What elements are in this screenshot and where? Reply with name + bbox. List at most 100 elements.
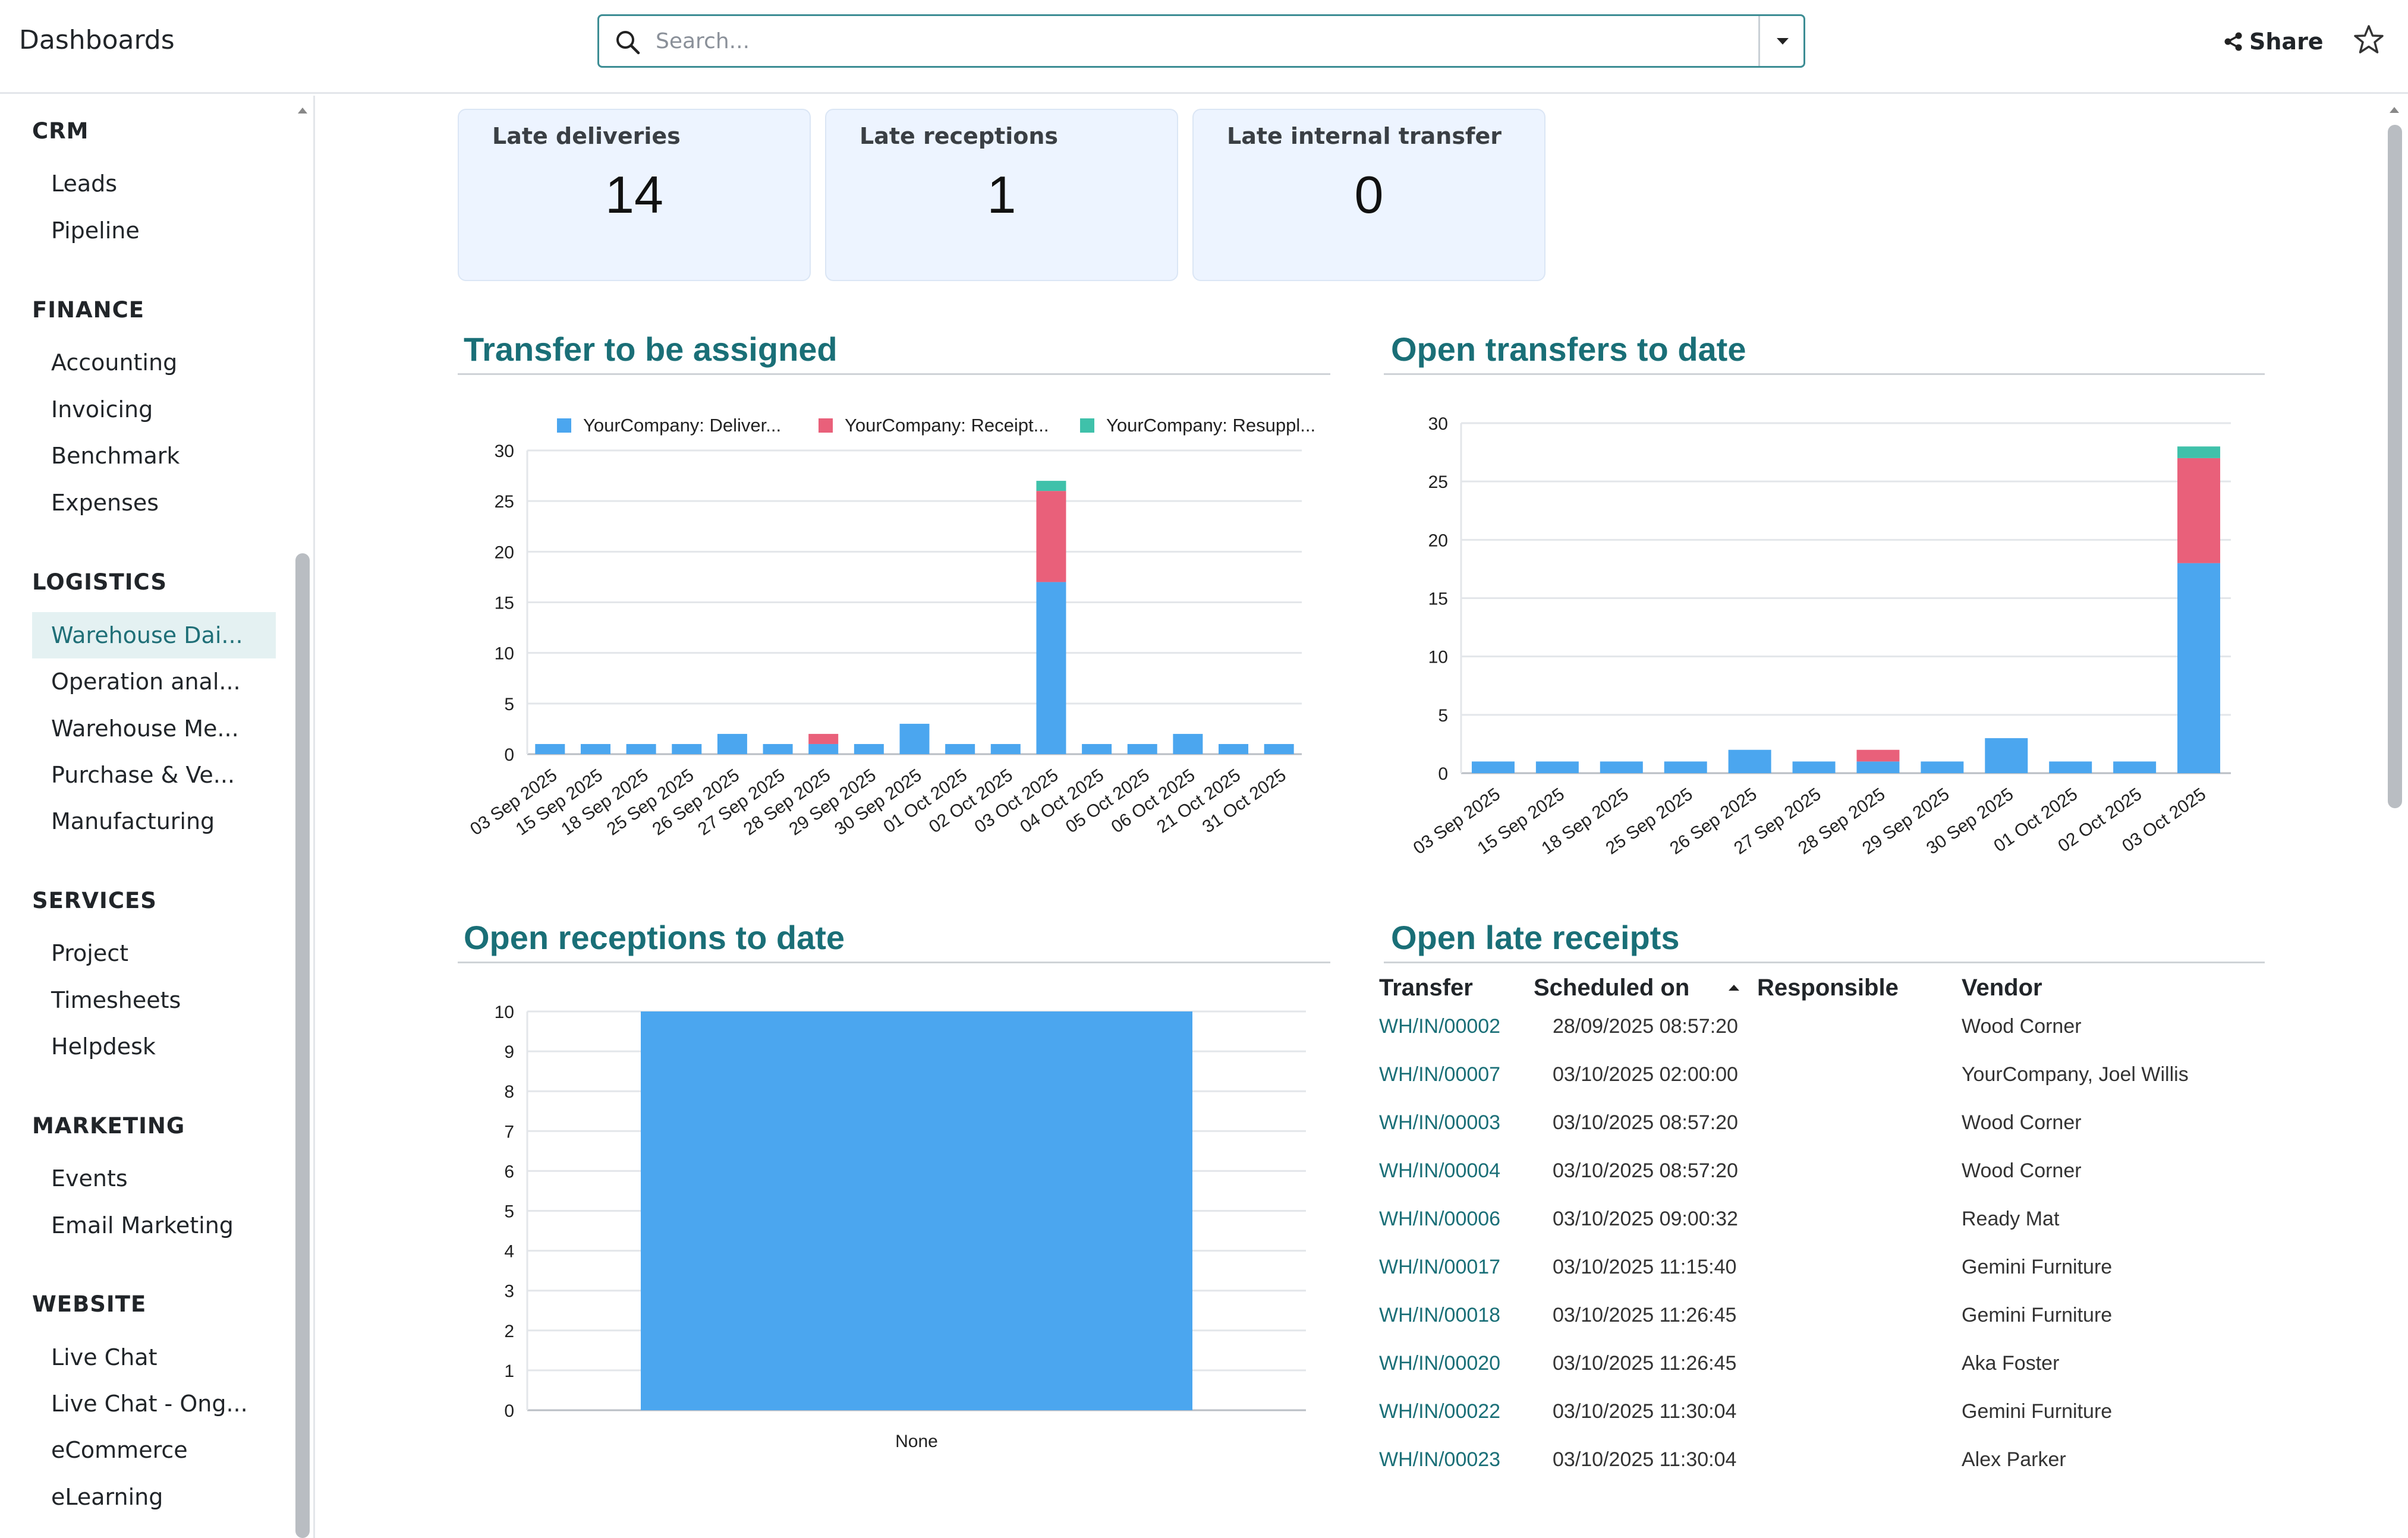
bar[interactable] — [1792, 761, 1836, 773]
bar[interactable] — [2113, 761, 2157, 773]
bar[interactable] — [641, 1011, 1192, 1410]
x-tick-label: None — [895, 1432, 938, 1451]
transfer-link[interactable]: WH/IN/00003 — [1379, 1111, 1501, 1134]
sidebar-item-helpdesk[interactable]: Helpdesk — [51, 1033, 156, 1060]
column-header-scheduled-on[interactable]: Scheduled on — [1534, 975, 1690, 1001]
sidebar-item-invoicing[interactable]: Invoicing — [51, 396, 153, 423]
transfer-link[interactable]: WH/IN/00017 — [1379, 1256, 1501, 1278]
kpi-late-deliveries[interactable]: Late deliveries 14 — [458, 109, 811, 281]
bar[interactable] — [808, 733, 839, 744]
table-row[interactable]: WH/IN/00018 03/10/2025 11:26:45 Gemini Fur… — [1379, 1293, 2265, 1341]
bar[interactable] — [1985, 738, 2028, 773]
table-row[interactable]: WH/IN/00023 03/10/2025 11:30:04 Alex Parke… — [1379, 1438, 2265, 1486]
bar[interactable] — [1219, 743, 1249, 754]
sidebar-item-accounting[interactable]: Accounting — [51, 349, 178, 376]
bar[interactable] — [1856, 761, 1900, 773]
table-row[interactable]: WH/IN/00002 28/09/2025 08:57:20 Wood Corne… — [1379, 1004, 2265, 1052]
transfer-link[interactable]: WH/IN/00002 — [1379, 1015, 1501, 1038]
table-row[interactable]: WH/IN/00020 03/10/2025 11:26:45 Aka Foster — [1379, 1341, 2265, 1389]
open-receptions-chart[interactable]: 0 1 2 3 4 5 6 7 8 9 10 None — [458, 981, 1337, 1474]
bar[interactable] — [808, 743, 839, 754]
table-row[interactable]: WH/IN/00006 03/10/2025 09:00:32 Ready Mat — [1379, 1197, 2265, 1245]
bar[interactable] — [1036, 582, 1066, 754]
transfer-link[interactable]: WH/IN/00020 — [1379, 1352, 1501, 1375]
search-options-toggle[interactable] — [1762, 16, 1803, 66]
column-header-transfer[interactable]: Transfer — [1379, 975, 1473, 1001]
sidebar-item-live-chat-ongoing[interactable]: Live Chat - Ong... — [51, 1391, 248, 1417]
transfer-link[interactable]: WH/IN/00022 — [1379, 1400, 1501, 1423]
table-row[interactable]: WH/IN/00007 03/10/2025 02:00:00 YourCompan… — [1379, 1052, 2265, 1101]
sidebar-item-warehouse-daily[interactable]: Warehouse Dai... — [32, 612, 276, 658]
bar[interactable] — [1856, 749, 1900, 762]
sidebar-item-elearning[interactable]: eLearning — [51, 1484, 163, 1510]
bar[interactable] — [1728, 749, 1771, 773]
bar[interactable] — [854, 743, 884, 754]
bar[interactable] — [580, 743, 610, 754]
sidebar-item-expenses[interactable]: Expenses — [51, 490, 159, 516]
bar[interactable] — [1036, 491, 1066, 582]
sidebar-scroll-up-arrow[interactable] — [295, 103, 310, 117]
sidebar-item-warehouse-metrics[interactable]: Warehouse Me... — [51, 716, 239, 742]
bar[interactable] — [990, 743, 1021, 754]
sidebar-item-purchase-vendors[interactable]: Purchase & Ve... — [51, 762, 235, 788]
transfer-link[interactable]: WH/IN/00007 — [1379, 1063, 1501, 1086]
transfer-link[interactable]: WH/IN/00004 — [1379, 1159, 1501, 1182]
search-icon[interactable] — [613, 28, 643, 58]
sidebar-item-live-chat[interactable]: Live Chat — [51, 1344, 158, 1370]
table-row[interactable]: WH/IN/00022 03/10/2025 11:30:04 Gemini Fur… — [1379, 1389, 2265, 1438]
bar[interactable] — [1082, 743, 1112, 754]
bar[interactable] — [672, 743, 702, 754]
bar[interactable] — [535, 743, 565, 754]
bar[interactable] — [2177, 446, 2221, 458]
sidebar-item-benchmark[interactable]: Benchmark — [51, 443, 180, 469]
column-header-responsible[interactable]: Responsible — [1757, 975, 1899, 1001]
bar[interactable] — [1127, 743, 1157, 754]
bar[interactable] — [1264, 743, 1294, 754]
sidebar-item-pipeline[interactable]: Pipeline — [51, 218, 140, 244]
column-header-vendor[interactable]: Vendor — [1962, 975, 2042, 1001]
bar[interactable] — [1471, 761, 1515, 773]
y-tick-label: 6 — [504, 1162, 514, 1181]
table-row[interactable]: WH/IN/00017 03/10/2025 11:15:40 Gemini Fur… — [1379, 1245, 2265, 1293]
bar[interactable] — [1036, 481, 1066, 491]
main-scroll-up-arrow[interactable] — [2387, 102, 2402, 116]
sidebar-item-ecommerce[interactable]: eCommerce — [51, 1437, 188, 1463]
search-input[interactable] — [656, 23, 1743, 59]
transfer-link[interactable]: WH/IN/00023 — [1379, 1448, 1501, 1471]
bar[interactable] — [2177, 563, 2221, 773]
sidebar-item-leads[interactable]: Leads — [51, 171, 118, 197]
sort-ascending-icon[interactable] — [1726, 982, 1742, 994]
sidebar-scrollbar[interactable] — [295, 553, 310, 1538]
bar[interactable] — [626, 743, 656, 754]
sidebar-item-timesheets[interactable]: Timesheets — [51, 987, 181, 1013]
main-scrollbar[interactable] — [2388, 125, 2402, 808]
sidebar-item-project[interactable]: Project — [51, 940, 129, 966]
bar[interactable] — [1600, 761, 1643, 773]
share-button[interactable]: Share — [2223, 24, 2324, 59]
sidebar-item-email-marketing[interactable]: Email Marketing — [51, 1212, 234, 1238]
section-title-transfer-assigned: Transfer to be assigned — [464, 330, 838, 368]
bar[interactable] — [945, 743, 975, 754]
kpi-late-receptions[interactable]: Late receptions 1 — [825, 109, 1178, 281]
bar[interactable] — [1173, 733, 1203, 754]
bar[interactable] — [899, 723, 930, 754]
bar[interactable] — [1921, 761, 1964, 773]
table-row[interactable]: WH/IN/00003 03/10/2025 08:57:20 Wood Corne… — [1379, 1101, 2265, 1149]
sidebar-item-operation-analysis[interactable]: Operation anal... — [51, 669, 241, 695]
bar[interactable] — [2049, 761, 2092, 773]
table-row[interactable]: WH/IN/00004 03/10/2025 08:57:20 Wood Corne… — [1379, 1149, 2265, 1197]
bar[interactable] — [1664, 761, 1707, 773]
bar[interactable] — [2177, 458, 2221, 563]
bar[interactable] — [717, 733, 747, 754]
bar[interactable] — [1535, 761, 1579, 773]
bar[interactable] — [763, 743, 793, 754]
sidebar-item-manufacturing[interactable]: Manufacturing — [51, 808, 215, 834]
transfer-link[interactable]: WH/IN/00006 — [1379, 1208, 1501, 1230]
favorite-star-icon[interactable] — [2351, 23, 2387, 58]
search-bar[interactable] — [597, 14, 1805, 68]
transfer-link[interactable]: WH/IN/00018 — [1379, 1304, 1501, 1326]
sidebar-item-events[interactable]: Events — [51, 1165, 128, 1192]
kpi-late-internal-transfer[interactable]: Late internal transfer 0 — [1192, 109, 1545, 281]
